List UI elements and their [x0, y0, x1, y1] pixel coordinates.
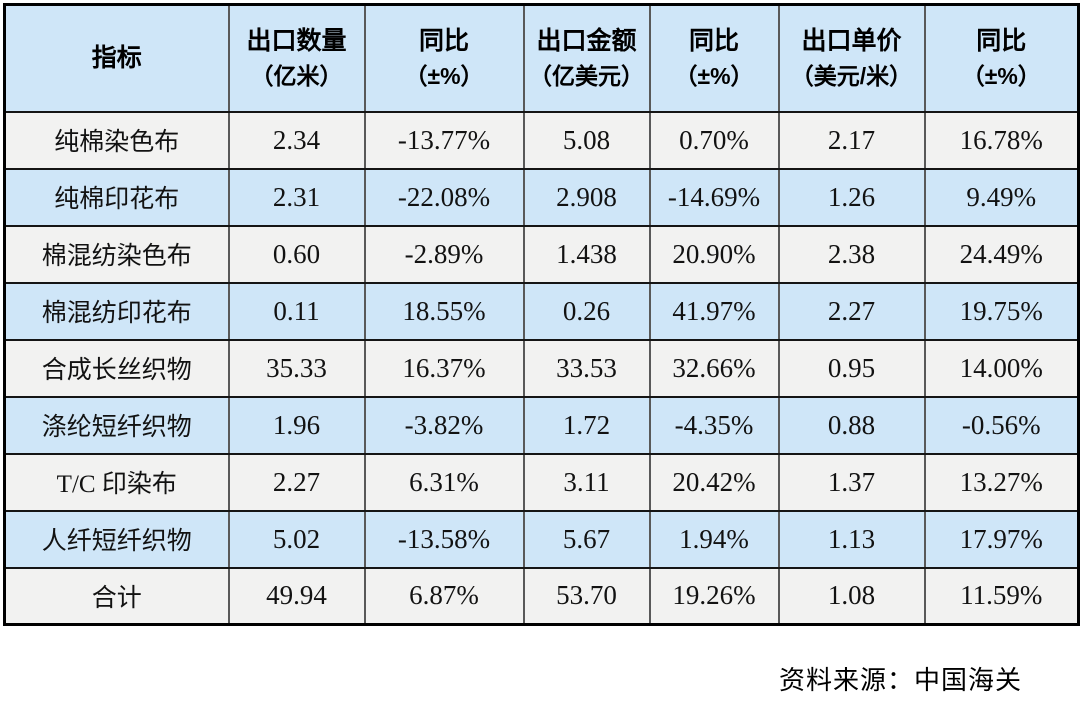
column-header-unit: （美元/米）	[790, 63, 913, 89]
column-header-label: 同比	[688, 26, 739, 55]
value-cell: 2.27	[777, 281, 926, 341]
value-cell: 16.37%	[363, 338, 525, 398]
column-header-unit: （±%）	[674, 63, 754, 89]
table-row: 人纤短纤织物 5.02 -13.58% 5.67 1.94% 1.13 17.9…	[3, 509, 1080, 569]
column-header-label: 出口金额	[536, 26, 637, 55]
value-cell: 5.08	[522, 110, 651, 170]
table-row: 合成长丝织物 35.33 16.37% 33.53 32.66% 0.95 14…	[3, 338, 1080, 398]
column-header-unit: （亿米）	[250, 63, 343, 89]
value-cell: 2.38	[777, 224, 926, 284]
value-cell: 2.27	[227, 452, 366, 512]
value-cell: 6.87%	[363, 566, 525, 626]
table-row: 纯棉染色布 2.34 -13.77% 5.08 0.70% 2.17 16.78…	[3, 110, 1080, 170]
column-header-unit: （亿美元）	[529, 63, 644, 89]
value-cell: 0.70%	[648, 110, 780, 170]
column-header-price-yoy: 同比 （±%）	[923, 3, 1080, 113]
row-label: 纯棉染色布	[3, 110, 230, 170]
table-row-total: 合计 49.94 6.87% 53.70 19.26% 1.08 11.59%	[3, 566, 1080, 626]
row-label: 涤纶短纤织物	[3, 395, 230, 455]
value-cell: -13.58%	[363, 509, 525, 569]
value-cell: 41.97%	[648, 281, 780, 341]
value-cell: 0.88	[777, 395, 926, 455]
value-cell: 13.27%	[923, 452, 1080, 512]
value-cell: -22.08%	[363, 167, 525, 227]
table-row: 涤纶短纤织物 1.96 -3.82% 1.72 -4.35% 0.88 -0.5…	[3, 395, 1080, 455]
column-header-indicator: 指标	[3, 3, 230, 113]
value-cell: -14.69%	[648, 167, 780, 227]
value-cell: 5.02	[227, 509, 366, 569]
value-cell: 19.26%	[648, 566, 780, 626]
data-source-note: 资料来源：中国海关	[778, 665, 1022, 695]
value-cell: 1.13	[777, 509, 926, 569]
column-header-label: 同比	[976, 26, 1027, 55]
column-header-unit-price: 出口单价 （美元/米）	[777, 3, 926, 113]
value-cell: 18.55%	[363, 281, 525, 341]
value-cell: 3.11	[522, 452, 651, 512]
value-cell: 20.90%	[648, 224, 780, 284]
value-cell: -13.77%	[363, 110, 525, 170]
column-header-export-value: 出口金额 （亿美元）	[522, 3, 651, 113]
row-label: 纯棉印花布	[3, 167, 230, 227]
value-cell: 19.75%	[923, 281, 1080, 341]
column-header-label: 出口数量	[246, 26, 347, 55]
value-cell: 24.49%	[923, 224, 1080, 284]
value-cell: 1.37	[777, 452, 926, 512]
value-cell: 49.94	[227, 566, 366, 626]
value-cell: 0.95	[777, 338, 926, 398]
column-header-label: 指标	[91, 43, 142, 72]
value-cell: 9.49%	[923, 167, 1080, 227]
value-cell: 33.53	[522, 338, 651, 398]
value-cell: -4.35%	[648, 395, 780, 455]
row-label: 棉混纺染色布	[3, 224, 230, 284]
value-cell: 20.42%	[648, 452, 780, 512]
value-cell: 1.438	[522, 224, 651, 284]
column-header-qty-yoy: 同比 （±%）	[363, 3, 525, 113]
column-header-value-yoy: 同比 （±%）	[648, 3, 780, 113]
value-cell: 0.60	[227, 224, 366, 284]
value-cell: 1.72	[522, 395, 651, 455]
row-label: 合成长丝织物	[3, 338, 230, 398]
table-row: T/C 印染布 2.27 6.31% 3.11 20.42% 1.37 13.2…	[3, 452, 1080, 512]
value-cell: 14.00%	[923, 338, 1080, 398]
value-cell: 5.67	[522, 509, 651, 569]
table-row: 棉混纺染色布 0.60 -2.89% 1.438 20.90% 2.38 24.…	[3, 224, 1080, 284]
value-cell: 32.66%	[648, 338, 780, 398]
column-header-unit: （±%）	[961, 63, 1041, 89]
value-cell: 0.11	[227, 281, 366, 341]
value-cell: 2.908	[522, 167, 651, 227]
value-cell: 0.26	[522, 281, 651, 341]
column-header-export-qty: 出口数量 （亿米）	[227, 3, 366, 113]
value-cell: 17.97%	[923, 509, 1080, 569]
row-label: T/C 印染布	[3, 452, 230, 512]
value-cell: 1.08	[777, 566, 926, 626]
value-cell: 16.78%	[923, 110, 1080, 170]
value-cell: 2.17	[777, 110, 926, 170]
value-cell: 11.59%	[923, 566, 1080, 626]
column-header-label: 同比	[418, 26, 469, 55]
value-cell: -0.56%	[923, 395, 1080, 455]
table-row: 棉混纺印花布 0.11 18.55% 0.26 41.97% 2.27 19.7…	[3, 281, 1080, 341]
value-cell: 53.70	[522, 566, 651, 626]
value-cell: 6.31%	[363, 452, 525, 512]
header-row: 指标 出口数量 （亿米） 同比 （±%） 出口金额 （亿美元） 同比 （±%）	[3, 3, 1080, 113]
row-label: 棉混纺印花布	[3, 281, 230, 341]
value-cell: -2.89%	[363, 224, 525, 284]
value-cell: 2.31	[227, 167, 366, 227]
row-label: 合计	[3, 566, 230, 626]
value-cell: -3.82%	[363, 395, 525, 455]
export-statistics-table: 指标 出口数量 （亿米） 同比 （±%） 出口金额 （亿美元） 同比 （±%）	[3, 3, 1080, 626]
value-cell: 1.96	[227, 395, 366, 455]
value-cell: 35.33	[227, 338, 366, 398]
value-cell: 1.26	[777, 167, 926, 227]
column-header-label: 出口单价	[801, 26, 902, 55]
row-label: 人纤短纤织物	[3, 509, 230, 569]
table-row: 纯棉印花布 2.31 -22.08% 2.908 -14.69% 1.26 9.…	[3, 167, 1080, 227]
column-header-unit: （±%）	[404, 63, 484, 89]
value-cell: 2.34	[227, 110, 366, 170]
value-cell: 1.94%	[648, 509, 780, 569]
